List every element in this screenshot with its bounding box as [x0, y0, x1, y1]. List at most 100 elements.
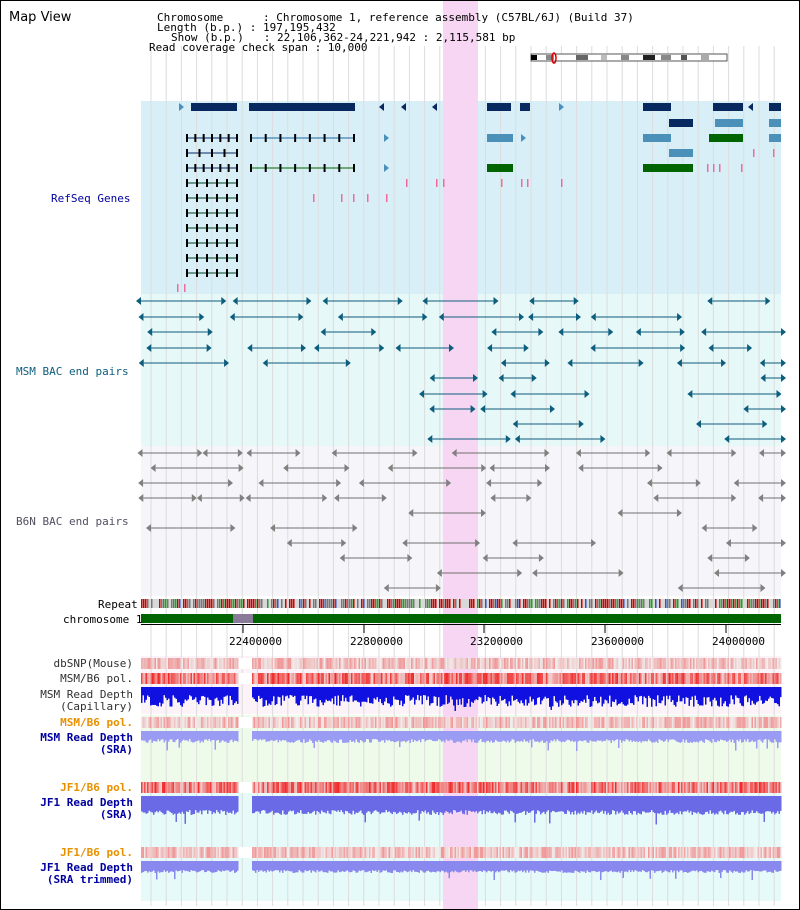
heat-cell — [219, 658, 221, 669]
heat-cell — [733, 782, 735, 793]
depth-bar — [255, 796, 257, 812]
heat-cell — [141, 782, 143, 793]
heat-cell — [664, 847, 666, 858]
depth-bar — [312, 861, 314, 871]
depth-bar — [661, 861, 663, 873]
heat-cell — [367, 717, 369, 728]
heat-cell — [393, 782, 395, 793]
heat-cell — [678, 717, 680, 728]
depth-bar — [477, 731, 479, 743]
heat-cell — [352, 673, 354, 684]
depth-bar — [504, 687, 506, 699]
depth-bar — [271, 731, 273, 741]
heat-cell — [189, 782, 191, 793]
depth-bar — [481, 687, 483, 704]
strand-arrow — [435, 584, 441, 592]
depth-bar — [616, 687, 618, 706]
heat-cell — [334, 847, 336, 858]
depth-bar — [303, 731, 305, 740]
heat-cell — [195, 673, 197, 684]
depth-bar — [715, 687, 717, 701]
heat-cell — [778, 847, 780, 858]
heat-cell — [385, 847, 387, 858]
heat-cell — [760, 847, 762, 858]
heat-gap — [246, 673, 248, 684]
heat-cell — [771, 673, 773, 684]
heat-cell — [540, 717, 542, 728]
depth-bar — [201, 687, 203, 697]
depth-bar — [160, 796, 162, 813]
depth-bar — [648, 796, 650, 813]
heat-cell — [700, 782, 702, 793]
heat-cell — [327, 658, 329, 669]
depth-bar — [232, 687, 234, 706]
depth-bar — [339, 861, 341, 873]
heat-cell — [691, 717, 693, 728]
heat-cell — [196, 673, 198, 684]
heat-cell — [379, 847, 381, 858]
heat-gap — [247, 658, 249, 669]
heat-cell — [192, 658, 194, 669]
heat-cell — [408, 658, 410, 669]
depth-bar — [207, 796, 209, 814]
heat-cell — [411, 673, 413, 684]
heat-cell — [340, 673, 342, 684]
depth-bar — [280, 796, 282, 815]
heat-cell — [487, 717, 489, 728]
heat-gap — [246, 658, 248, 669]
heat-cell — [627, 782, 629, 793]
depth-bar — [415, 861, 417, 872]
depth-bar — [729, 731, 731, 740]
depth-bar — [342, 687, 344, 696]
exon — [236, 254, 238, 262]
depth-bar — [615, 796, 617, 815]
heat-cell — [174, 673, 176, 684]
depth-bar — [688, 687, 690, 706]
heat-cell — [319, 717, 321, 728]
heat-cell — [231, 673, 233, 684]
depth-bar — [450, 731, 452, 740]
heat-cell — [516, 847, 518, 858]
track-label-b6n-bac[interactable]: B6N BAC end pairs — [16, 515, 129, 528]
strand-arrow — [781, 479, 786, 487]
heat-cell — [472, 717, 474, 728]
exon — [216, 209, 218, 217]
repeat-element — [715, 599, 717, 608]
depth-bar — [273, 731, 275, 742]
repeat-element — [239, 599, 241, 608]
heat-cell — [358, 717, 360, 728]
depth-bar — [256, 731, 258, 741]
depth-bar — [687, 796, 689, 811]
depth-bar — [555, 687, 557, 702]
heat-gap — [249, 847, 251, 858]
heat-cell — [390, 673, 392, 684]
heat-cell — [661, 717, 663, 728]
heat-cell — [426, 782, 428, 793]
strand-arrow — [575, 313, 581, 321]
heat-cell — [448, 717, 450, 728]
heat-cell — [640, 847, 642, 858]
depth-bar — [414, 861, 416, 872]
depth-bar — [735, 687, 737, 696]
depth-bar — [766, 731, 768, 749]
heat-cell — [330, 658, 332, 669]
depth-bar — [403, 861, 405, 871]
heat-cell — [484, 782, 486, 793]
heat-cell — [640, 717, 642, 728]
track-label-msm-bac[interactable]: MSM BAC end pairs — [16, 365, 129, 378]
depth-bar — [156, 796, 158, 812]
depth-bar — [571, 731, 573, 741]
depth-bar — [535, 731, 537, 742]
track-label-refseq[interactable]: RefSeq Genes — [51, 192, 131, 205]
depth-bar — [468, 861, 470, 873]
heat-cell — [144, 782, 146, 793]
heat-cell — [324, 658, 326, 669]
depth-bar — [612, 731, 614, 741]
heat-cell — [180, 717, 182, 728]
heat-cell — [579, 658, 581, 669]
heat-cell — [159, 847, 161, 858]
heat-cell — [391, 847, 393, 858]
depth-bar — [415, 731, 417, 742]
heat-cell — [519, 782, 521, 793]
